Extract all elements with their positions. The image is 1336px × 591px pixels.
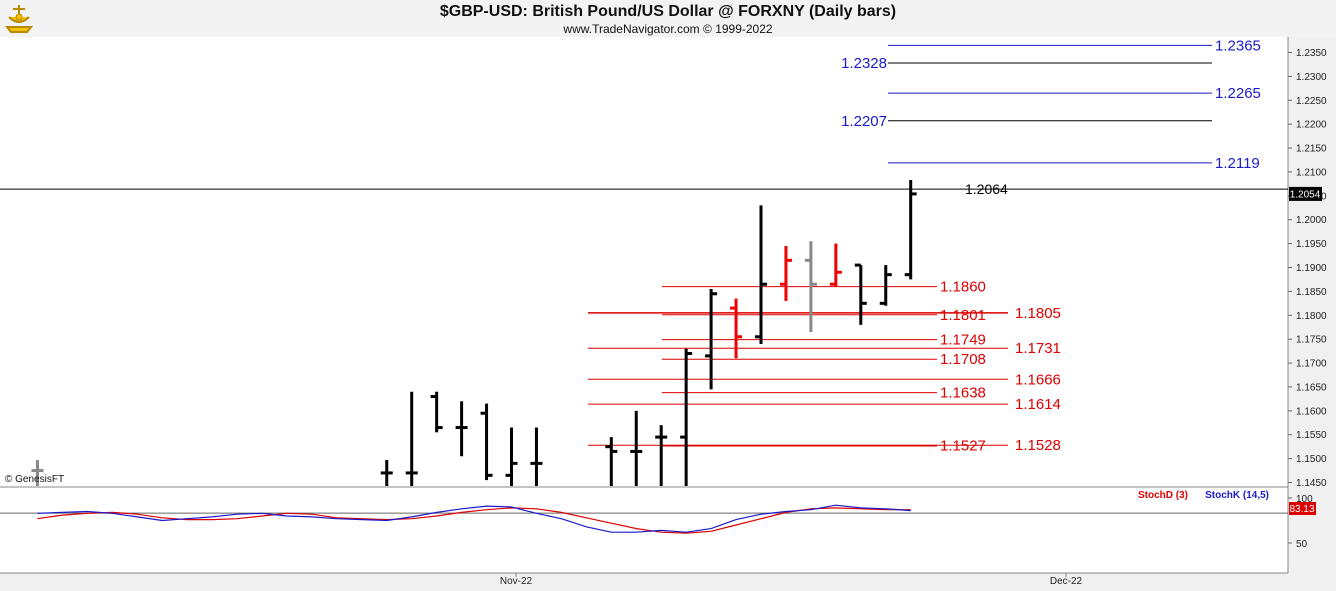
price-level-label: 1.1666 [1015,371,1061,388]
title-bar [0,0,1336,37]
price-level-label: 1.2119 [1215,155,1260,172]
price-level-label: 1.1528 [1015,437,1061,454]
y-tick-label: 1.2000 [1296,215,1327,226]
y-tick-label: 1.1950 [1296,239,1327,250]
y-tick-label: 1.1650 [1296,382,1327,393]
price-level-label: 1.2328 [841,55,887,72]
y-tick-label: 1.1500 [1296,454,1327,465]
stoch-tick-label: 50 [1296,539,1308,550]
legend-stochd: StochD (3) [1138,490,1188,501]
price-level-label: 1.1708 [940,351,986,368]
x-tick-dec: Dec-22 [1050,576,1083,587]
price-level-label: 1.2365 [1215,37,1261,54]
legend-stochk: StochK (14,5) [1205,490,1269,501]
last-price-label: 1.2054 [1290,189,1321,200]
price-level-label: 1.1860 [940,279,986,296]
price-level-label: 1.1749 [940,332,986,349]
chart-subtitle: www.TradeNavigator.com © 1999-2022 [563,22,773,36]
price-level-label: 1.1638 [940,385,986,402]
price-level-label: 1.1614 [1015,396,1061,413]
y-tick-label: 1.2250 [1296,96,1327,107]
y-tick-label: 1.1800 [1296,311,1327,322]
axis-panel [0,37,1336,591]
stoch-value-label: 83.13 [1289,504,1314,515]
stoch-tick-label: 100 [1296,494,1313,505]
y-tick-label: 1.1850 [1296,287,1327,298]
price-level-label: 1.1527 [940,438,986,455]
chart-title: $GBP-USD: British Pound/US Dollar @ FORX… [439,3,897,20]
data-credit: © GenesisFT [5,474,65,485]
y-tick-label: 1.2350 [1296,48,1327,59]
y-tick-label: 1.1600 [1296,406,1327,417]
price-level-label: 1.2064 [965,181,1008,197]
price-level-label: 1.2207 [841,113,887,130]
y-tick-label: 1.1550 [1296,430,1327,441]
last-price-marker: 1.2054 [1289,186,1322,201]
y-tick-label: 1.2100 [1296,167,1327,178]
price-level-label: 1.1805 [1015,305,1061,322]
y-tick-label: 1.1750 [1296,335,1327,346]
price-level-label: 1.1801 [940,307,986,324]
price-level-label: 1.1731 [1015,340,1061,357]
y-tick-label: 1.2200 [1296,120,1327,131]
y-tick-label: 1.1450 [1296,478,1327,489]
stoch-series-line [37,504,911,533]
ship-wheel-logo-icon [4,5,34,33]
price-level-label: 1.2265 [1215,85,1261,102]
y-tick-label: 1.2300 [1296,72,1327,83]
y-tick-label: 1.1700 [1296,359,1327,370]
x-tick-nov: Nov-22 [500,576,533,587]
stoch-value-marker: 83.13 [1289,502,1316,515]
y-tick-label: 1.2150 [1296,144,1327,155]
y-tick-label: 1.1900 [1296,263,1327,274]
